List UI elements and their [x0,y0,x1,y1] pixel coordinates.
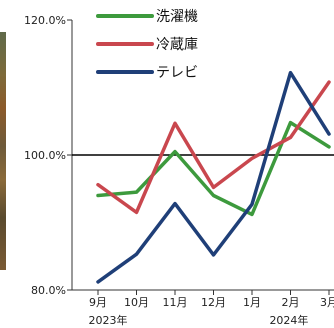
x-tick-label: 1月 [243,296,261,309]
year-label: 2024年 [269,313,308,327]
label-layer: 80.0% 100.0% 120.0% 9月 10月 11月 12月 1月 2月 3月 2023年 2… [24,14,334,327]
y-tick-label: 120.0% [24,14,66,27]
x-tick-label: 2月 [282,296,300,309]
x-tick-label: 10月 [124,296,149,309]
year-label: 2023年 [89,313,128,327]
x-tick-label: 9月 [89,296,107,309]
legend-label: 洗濯機 [156,9,198,25]
photo-strip [0,32,6,270]
axis-layer [67,19,334,295]
legend-label: テレビ [156,65,198,81]
y-tick-label: 100.0% [24,149,66,162]
series-line-1 [96,120,331,217]
legend-label: 冷蔵庫 [156,36,198,53]
x-tick-label: 3月 [320,296,334,309]
y-tick-label: 80.0% [31,284,66,297]
series-line-3 [96,70,331,284]
x-tick-label: 11月 [163,296,188,309]
series-layer [96,70,331,284]
x-tick-label: 12月 [201,296,226,309]
